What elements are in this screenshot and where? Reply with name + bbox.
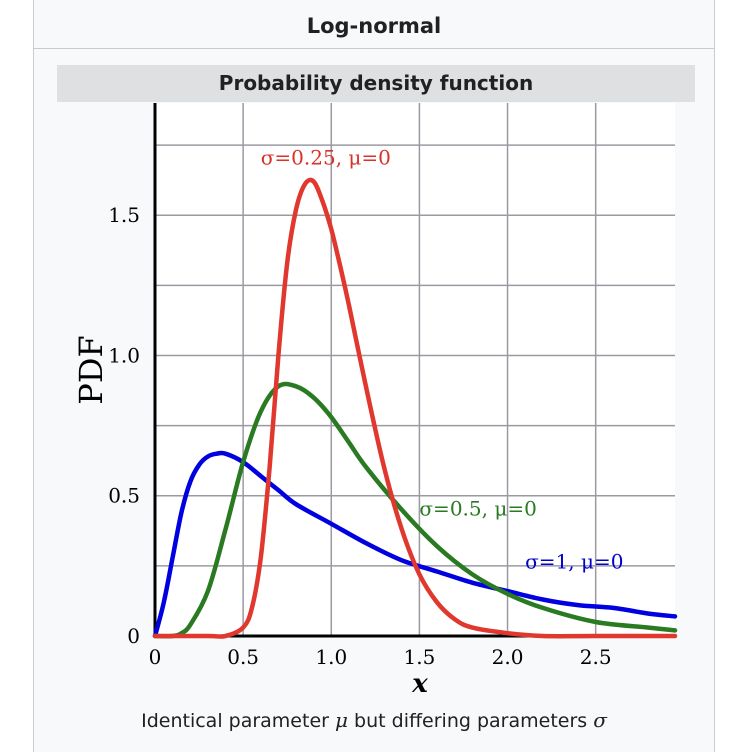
- section-header-pdf: Probability density function: [57, 65, 695, 102]
- title-divider: [34, 48, 714, 49]
- y-tick-label: 0.5: [108, 484, 140, 508]
- caption-mu-symbol: μ: [335, 708, 348, 732]
- x-tick-label: 0.5: [227, 645, 259, 669]
- series-label-0: σ=1, μ=0: [525, 550, 623, 574]
- series-line-1: [152, 381, 678, 639]
- figure-caption: Identical parameter μ but differing para…: [34, 708, 714, 732]
- x-tick-label: 1.5: [404, 645, 436, 669]
- x-tick-label: 0: [149, 645, 162, 669]
- series-lines: [152, 177, 678, 639]
- horizontal-gridlines: [155, 144, 675, 567]
- y-tick-label: 0: [127, 624, 140, 648]
- y-tick-label: 1.5: [108, 203, 140, 227]
- x-tick-label: 1.0: [315, 645, 347, 669]
- y-axis-label: PDF: [72, 335, 110, 404]
- x-tick-labels: 0 0.5 1.0 1.5 2.0 2.5: [149, 645, 612, 669]
- vertical-gridlines: [242, 103, 597, 636]
- x-axis-label: x: [411, 669, 428, 699]
- x-tick-label: 2.5: [580, 645, 612, 669]
- infobox-title: Log-normal: [306, 14, 442, 38]
- caption-middle: but differing parameters: [348, 710, 594, 732]
- series-line-0: [152, 450, 678, 639]
- y-tick-label: 1.0: [108, 343, 140, 367]
- series-label-2: σ=0.25, μ=0: [261, 146, 391, 170]
- x-tick-label: 2.0: [492, 645, 524, 669]
- series-labels: σ=1, μ=0 σ=0.5, μ=0 σ=0.25, μ=0: [261, 146, 624, 574]
- series-label-1: σ=0.5, μ=0: [419, 496, 536, 520]
- caption-sigma-symbol: σ: [593, 708, 607, 732]
- caption-prefix: Identical parameter: [141, 710, 335, 732]
- plot-area: [155, 103, 675, 635]
- series-line-2: [152, 177, 678, 639]
- y-tick-labels: 0 0.5 1.0 1.5: [108, 203, 140, 648]
